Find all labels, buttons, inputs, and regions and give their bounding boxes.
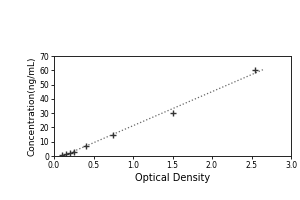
- X-axis label: Optical Density: Optical Density: [135, 173, 210, 183]
- Y-axis label: Concentration(ng/mL): Concentration(ng/mL): [28, 56, 37, 156]
